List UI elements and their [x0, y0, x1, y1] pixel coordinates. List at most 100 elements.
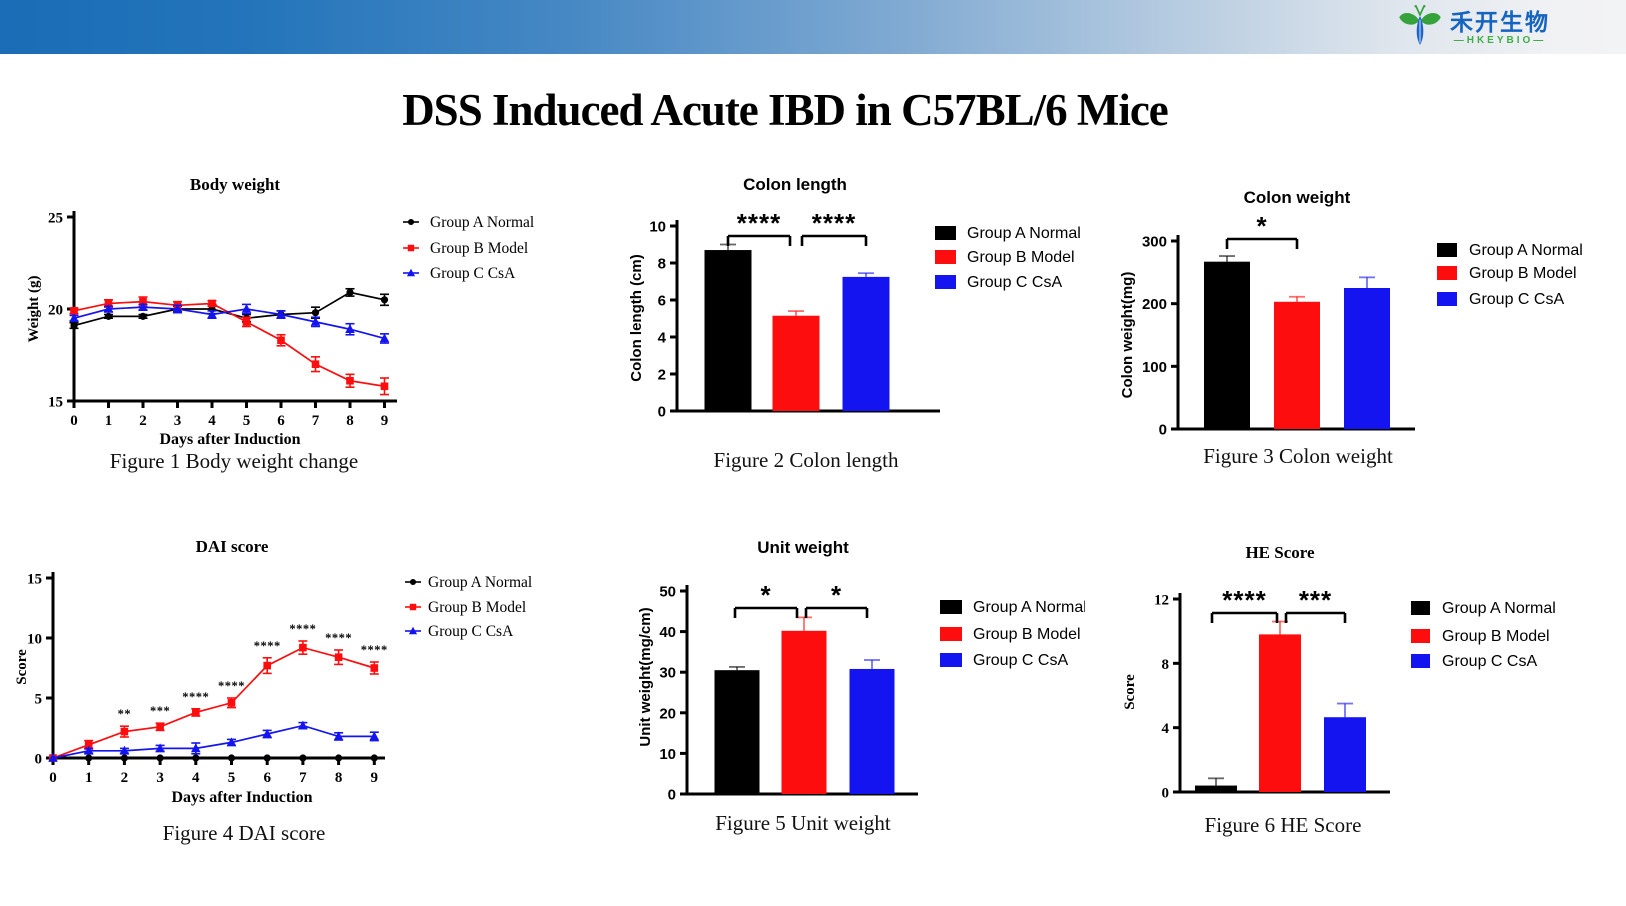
significance-label: ***: [150, 704, 170, 718]
x-tick-label: 5: [228, 770, 236, 786]
colon-length-bar-chart: 0 2 4 6 8 10 Colon length (cm) **** **** Group A …: [628, 175, 1081, 472]
series-group-b-model: [49, 640, 379, 762]
y-tick-label: 25: [48, 211, 63, 227]
y-tick-label: 20: [48, 303, 63, 319]
x-tick-label: 8: [335, 770, 343, 786]
legend-label: Group A Normal: [973, 599, 1085, 616]
axes: 0 5 10 15 Score 0 1 2 3 4 5 6 7 8 9 Days after Inductio…: [15, 572, 385, 806]
y-axis-label: Unit weight(mg/cm): [637, 607, 654, 746]
significance-label: ****: [737, 208, 781, 238]
legend-label: Group C CsA: [973, 652, 1068, 669]
significance: **** ***: [1210, 585, 1347, 623]
x-tick-label: 5: [243, 413, 251, 429]
figure-caption: Figure 6 HE Score: [1205, 813, 1362, 837]
chart-title: Body weight: [190, 175, 281, 194]
logo-company-name: 禾开生物: [1450, 9, 1550, 36]
figure-caption: Figure 5 Unit weight: [715, 811, 891, 835]
legend-label: Group C CsA: [967, 274, 1062, 291]
y-tick-label: 0: [1162, 786, 1170, 802]
figure-caption: Figure 3 Colon weight: [1203, 444, 1393, 468]
significance-label: ****: [1222, 585, 1266, 615]
chart-title: Colon length: [743, 175, 847, 194]
y-tick-label: 10: [659, 746, 676, 763]
header-bar: [0, 0, 1626, 54]
x-tick-label: 9: [381, 413, 389, 429]
chart-title: Unit weight: [757, 538, 849, 557]
legend-label: Group B Model: [967, 249, 1075, 266]
y-tick-label: 0: [1159, 422, 1167, 439]
y-tick-label: 5: [35, 692, 43, 708]
y-tick-label: 100: [1142, 359, 1167, 376]
significance-label: ****: [361, 643, 388, 657]
x-tick-label: 6: [277, 413, 285, 429]
y-tick-label: 8: [658, 256, 666, 273]
y-tick-label: 12: [1154, 593, 1169, 609]
significance-label: ****: [218, 679, 245, 693]
y-tick-label: 200: [1142, 296, 1167, 313]
x-axis-label: Days after Induction: [159, 431, 300, 448]
logo-company-abbr: —HKEYBIO—: [1453, 35, 1547, 47]
significance-label: *: [760, 580, 771, 610]
x-tick-label: 8: [346, 413, 354, 429]
x-tick-label: 0: [70, 413, 78, 429]
slide-title: DSS Induced Acute IBD in C57BL/6 Mice: [402, 85, 1169, 135]
significance-label: *: [1256, 211, 1267, 241]
bars: [1195, 620, 1366, 792]
legend: Group A Normal Group B Model Group C CsA: [405, 574, 532, 640]
legend: Group A Normal Group B Model Group C CsA: [403, 214, 534, 282]
series-group-a-normal: [49, 754, 378, 762]
legend-label: Group B Model: [1469, 265, 1577, 282]
legend: Group A Normal Group B Model Group C CsA: [1437, 242, 1583, 308]
significance-label: ****: [182, 690, 209, 704]
body-weight-line-chart: 15 20 25 Weight (g) 0 1 2 3 4 5 6 7 8 9 Days after Ind…: [26, 175, 534, 473]
logo-leaf-icon: [1399, 5, 1441, 45]
significance-label: **: [118, 707, 131, 721]
bars: [1204, 255, 1390, 429]
series-group-c-csa: [69, 302, 390, 344]
legend-label: Group A Normal: [428, 574, 532, 591]
significance-label: *: [831, 580, 842, 610]
y-axis-label: Colon length (cm): [628, 254, 645, 382]
legend-label: Group C CsA: [428, 623, 514, 640]
axes: 15 20 25 Weight (g) 0 1 2 3 4 5 6 7 8 9 Days after Ind…: [26, 211, 397, 448]
y-tick-label: 8: [1162, 657, 1170, 673]
significance-label: ****: [289, 622, 316, 636]
y-tick-label: 10: [27, 632, 42, 648]
significance: *: [1225, 211, 1299, 249]
bars: [714, 616, 895, 794]
significance-stars: ** ***************************: [118, 622, 388, 721]
legend: Group A Normal Group B Model Group C CsA: [1411, 600, 1556, 670]
y-tick-label: 20: [659, 705, 676, 722]
figure-caption: Figure 1 Body weight change: [110, 449, 358, 473]
y-tick-label: 0: [668, 787, 676, 804]
legend-label: Group A Normal: [967, 225, 1081, 242]
legend-label: Group A Normal: [430, 214, 534, 231]
figure2-colon-length-panel: 0 2 4 6 8 10 Colon length (cm) **** **** Group A …: [600, 160, 1085, 490]
figure4-dai-score-panel: 0 5 10 15 Score 0 1 2 3 4 5 6 7 8 9 Days after Inductio…: [15, 510, 600, 850]
legend-label: Group B Model: [1442, 628, 1550, 645]
y-tick-label: 15: [48, 395, 63, 411]
figure-caption: Figure 2 Colon length: [714, 448, 899, 472]
y-tick-label: 15: [27, 572, 42, 588]
x-tick-label: 6: [263, 770, 271, 786]
x-tick-label: 1: [85, 770, 93, 786]
x-axis-label: Days after Induction: [171, 789, 312, 806]
significance-label: ***: [1299, 585, 1332, 615]
y-tick-label: 4: [658, 330, 667, 347]
x-tick-label: 1: [105, 413, 113, 429]
y-tick-label: 2: [658, 367, 666, 384]
legend-label: Group C CsA: [430, 265, 516, 282]
y-tick-label: 6: [658, 293, 666, 310]
chart-title: DAI score: [196, 537, 269, 556]
company-logo: 禾开生物 —HKEYBIO—: [1397, 3, 1550, 53]
y-tick-label: 4: [1162, 721, 1170, 737]
y-axis-label: Score: [1122, 674, 1138, 710]
x-tick-label: 2: [139, 413, 147, 429]
significance: * *: [733, 580, 869, 618]
y-tick-label: 10: [649, 219, 666, 236]
legend-label: Group B Model: [973, 626, 1081, 643]
legend-label: Group A Normal: [1442, 600, 1556, 617]
y-tick-label: 0: [658, 404, 666, 421]
